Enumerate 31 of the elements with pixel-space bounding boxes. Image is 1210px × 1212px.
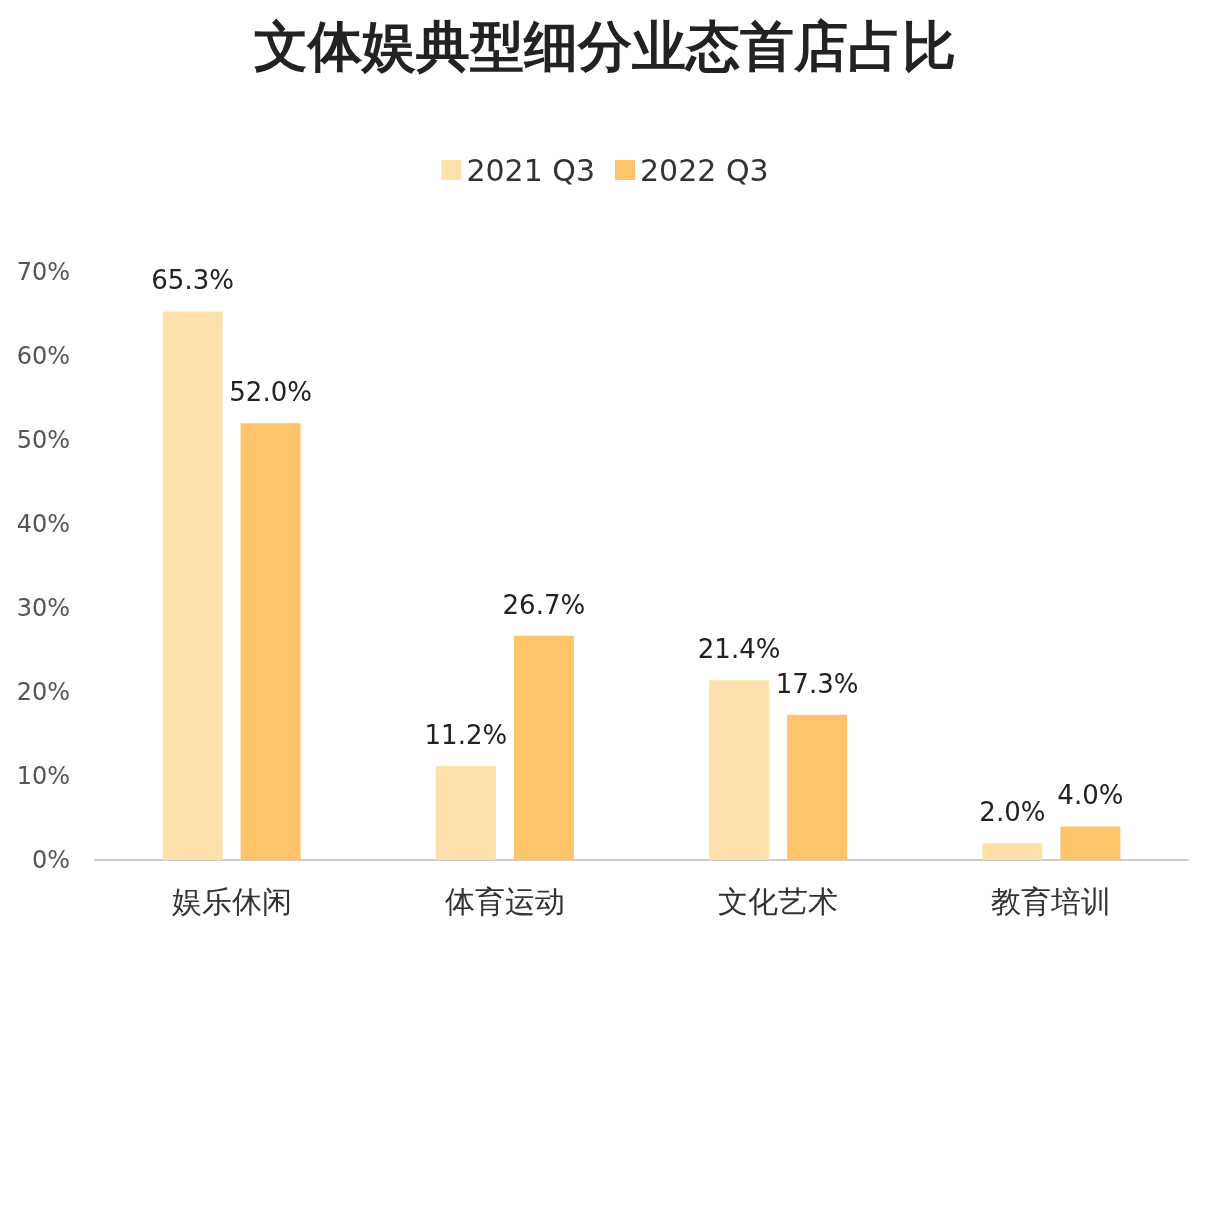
x-tick-label: 文化艺术 [718,883,839,919]
data-label: 4.0% [1057,780,1124,811]
y-tick-label: 0% [31,846,70,874]
y-tick-label: 70% [16,258,70,286]
bar [787,714,848,860]
y-tick-label: 30% [16,594,70,622]
bar [1060,826,1121,860]
x-tick-label: 体育运动 [444,883,565,919]
data-label: 21.4% [697,634,781,665]
bar [162,311,223,860]
bar [240,423,301,860]
y-tick-label: 10% [16,762,70,790]
y-tick-label: 40% [16,510,70,538]
data-label: 2.0% [979,797,1046,828]
data-label: 65.3% [151,265,234,296]
bar [513,635,574,860]
bar [709,680,770,860]
data-label: 11.2% [424,719,508,750]
bar [435,765,496,860]
y-tick-label: 60% [16,342,70,370]
y-tick-label: 50% [16,426,70,454]
bar [982,843,1043,860]
x-tick-label: 娱乐休闲 [171,883,292,919]
x-tick-label: 教育培训 [991,883,1112,919]
data-label: 26.7% [502,589,586,620]
legend-label: 2022 Q3 [640,152,769,188]
data-label: 17.3% [775,668,859,699]
chart-title: 文体娱典型细分业态首店占比 [254,14,956,78]
data-label: 52.0% [229,377,312,408]
y-tick-label: 20% [16,678,70,706]
legend-label: 2021 Q3 [466,152,596,188]
